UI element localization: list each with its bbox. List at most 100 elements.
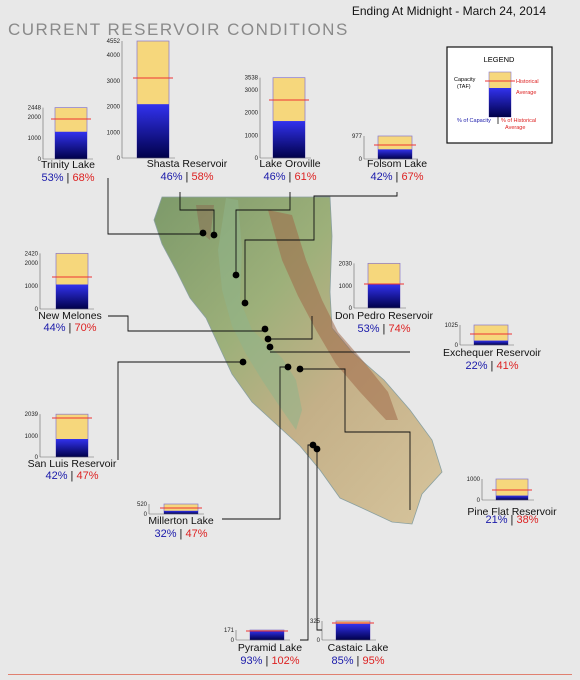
pct-separator: | xyxy=(67,470,77,482)
reservoir-percent-exchequer-reservoir: 22% | 41% xyxy=(432,360,552,372)
legend-capacity-label-1: Capacity xyxy=(454,77,476,83)
reservoir-name-pine-flat-reservoir: Pine Flat Reservoir xyxy=(467,506,557,518)
tick-label: 1000 xyxy=(28,136,42,142)
pct-historical: 67% xyxy=(401,171,424,183)
reservoir-name-new-melones: New Melones xyxy=(38,310,102,322)
reservoir-name-exchequer-reservoir: Exchequer Reservoir xyxy=(442,347,542,359)
pct-historical: 38% xyxy=(516,514,539,526)
bottom-divider xyxy=(8,674,572,675)
storage-bar xyxy=(56,284,88,309)
reservoir-percent-pine-flat-reservoir: 21% | 38% xyxy=(452,514,572,526)
storage-bar xyxy=(474,340,508,345)
pct-historical: 74% xyxy=(388,323,411,335)
connector-trinity-lake xyxy=(107,178,203,235)
reservoir-name-pyramid-lake: Pyramid Lake xyxy=(237,642,303,654)
reservoir-location-dots xyxy=(199,229,321,453)
reservoir-name-san-luis-reservoir: San Luis Reservoir xyxy=(27,458,117,470)
pct-capacity: 85% xyxy=(331,655,354,667)
pct-historical: 95% xyxy=(362,655,385,667)
legend-title: LEGEND xyxy=(484,55,515,64)
legend-pct-hist-label-2: Average xyxy=(505,125,525,131)
pct-historical: 102% xyxy=(271,655,300,667)
tick-label: 0 xyxy=(117,156,121,162)
reservoir-chart-pine-flat-reservoir: 0 1000 xyxy=(467,477,534,504)
storage-bar xyxy=(250,630,284,640)
storage-bar xyxy=(273,121,305,158)
reservoir-percent-castaic-lake: 85% | 95% xyxy=(298,655,418,667)
location-dot-don-pedro-reservoir xyxy=(264,335,272,343)
legend-historical-label-1: Historical xyxy=(516,79,539,85)
pct-capacity: 46% xyxy=(160,171,183,183)
pct-separator: | xyxy=(392,171,402,183)
report-date: Ending At Midnight - March 24, 2014 xyxy=(351,4,546,18)
tick-label: 0 xyxy=(231,638,235,644)
pct-historical: 68% xyxy=(72,172,95,184)
location-dot-castaic-lake xyxy=(313,445,321,453)
tick-label: 1000 xyxy=(25,434,39,440)
connector-folsom-lake xyxy=(244,192,398,303)
reservoir-name-castaic-lake: Castaic Lake xyxy=(327,642,389,654)
reservoir-percent-don-pedro-reservoir: 53% | 74% xyxy=(324,323,444,335)
reservoir-percent-lake-oroville: 46% | 61% xyxy=(230,171,350,183)
storage-bar xyxy=(55,131,87,159)
tick-label: 1000 xyxy=(107,130,121,136)
pct-separator: | xyxy=(507,514,517,526)
tick-label: 977 xyxy=(352,134,363,140)
reservoir-chart-folsom-lake: 0 977 xyxy=(352,134,418,163)
connector-don-pedro-reservoir xyxy=(268,316,313,340)
tick-label: 0 xyxy=(359,157,363,163)
tick-label: 2420 xyxy=(25,251,39,257)
tick-label: 2000 xyxy=(107,105,121,111)
reservoir-name-don-pedro-reservoir: Don Pedro Reservoir xyxy=(334,310,434,322)
tick-label: 520 xyxy=(137,502,148,508)
tick-label: 1025 xyxy=(445,323,459,329)
tick-label: 2039 xyxy=(25,412,39,418)
tick-label: 0 xyxy=(349,306,353,312)
reservoir-charts: 0 1000 2000 2448 0 1000 2000 3000 4000 4552 0 1000 2… xyxy=(25,39,534,644)
pct-separator: | xyxy=(379,323,389,335)
legend-capacity-label-2: (TAF) xyxy=(457,84,471,90)
location-dot-shasta-reservoir xyxy=(210,231,218,239)
pct-separator: | xyxy=(353,655,363,667)
pct-capacity: 53% xyxy=(41,172,64,184)
storage-bar xyxy=(496,495,528,500)
pct-capacity: 46% xyxy=(263,171,286,183)
pct-historical: 47% xyxy=(185,528,208,540)
tick-label: 3000 xyxy=(107,79,121,85)
reservoir-name-millerton-lake: Millerton Lake xyxy=(148,515,214,527)
pct-separator: | xyxy=(65,322,75,334)
connector-pine-flat-reservoir xyxy=(300,368,411,510)
pct-capacity: 32% xyxy=(154,528,177,540)
pct-historical: 58% xyxy=(191,171,214,183)
legend-pct-hist-label-1: % of Historical xyxy=(501,118,536,124)
reservoir-chart-castaic-lake: 0 325 xyxy=(310,619,376,644)
tick-label: 0 xyxy=(455,343,459,349)
reservoir-name-folsom-lake: Folsom Lake xyxy=(366,158,428,170)
location-dot-lake-oroville xyxy=(232,271,240,279)
pct-separator: | xyxy=(487,360,497,372)
storage-bar xyxy=(336,623,370,640)
tick-label: 0 xyxy=(35,455,39,461)
legend-storage-swatch xyxy=(489,88,511,117)
tick-label: 0 xyxy=(144,512,148,518)
tick-label: 1000 xyxy=(245,133,259,139)
storage-bar xyxy=(164,510,198,514)
reservoir-percent-san-luis-reservoir: 42% | 47% xyxy=(12,470,132,482)
tick-label: 0 xyxy=(255,156,259,162)
connector-castaic-lake xyxy=(316,449,322,631)
pct-capacity: 42% xyxy=(45,470,68,482)
tick-label: 4000 xyxy=(107,53,121,59)
connector-lake-oroville xyxy=(235,192,291,275)
connector-pyramid-lake xyxy=(300,444,313,641)
pct-separator: | xyxy=(285,171,295,183)
reservoir-percent-new-melones: 44% | 70% xyxy=(10,322,130,334)
reservoir-percent-millerton-lake: 32% | 47% xyxy=(121,528,241,540)
tick-label: 1000 xyxy=(339,284,353,290)
pct-capacity: 93% xyxy=(240,655,263,667)
tick-label: 1000 xyxy=(25,284,39,290)
pct-separator: | xyxy=(176,528,186,540)
california-map xyxy=(153,196,443,525)
tick-label: 171 xyxy=(224,628,235,634)
tick-label: 0 xyxy=(477,498,481,504)
